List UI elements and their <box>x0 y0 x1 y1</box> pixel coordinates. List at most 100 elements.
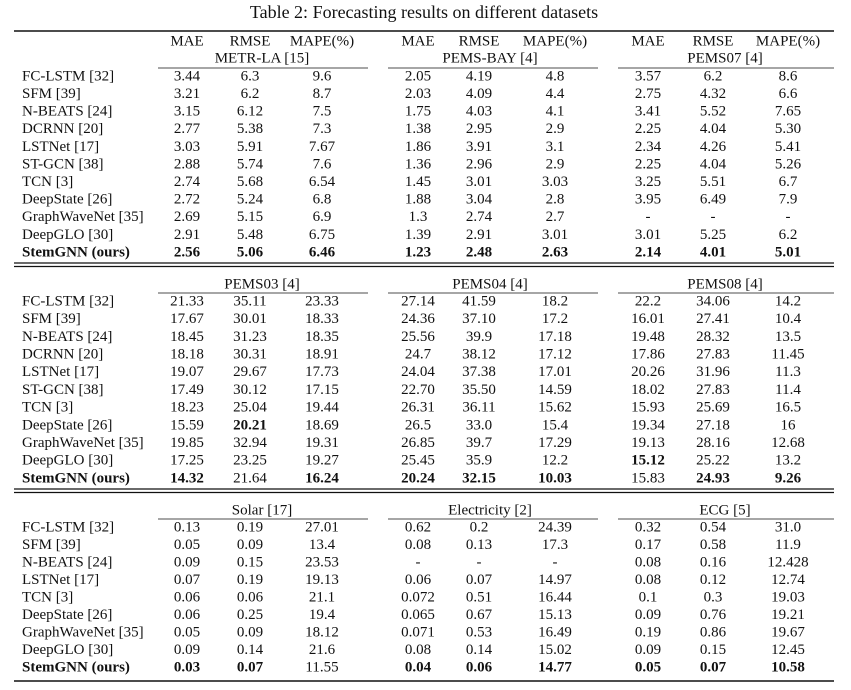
result-cell: 33.0 <box>466 417 492 433</box>
result-cell: 0.62 <box>405 519 431 535</box>
result-cell: 31.23 <box>233 329 267 345</box>
result-cell: 18.12 <box>305 624 339 640</box>
dataset-header: Solar [17] <box>232 502 292 518</box>
result-cell: 11.55 <box>305 659 338 675</box>
result-cell: 15.93 <box>631 400 665 416</box>
result-cell: 6.75 <box>309 227 335 243</box>
result-cell: 17.86 <box>631 347 665 363</box>
result-cell: 14.77 <box>538 659 572 675</box>
result-cell: 1.86 <box>405 139 432 155</box>
result-cell: 2.9 <box>546 156 565 172</box>
result-cell: 14.59 <box>538 382 572 398</box>
result-cell: 0.05 <box>174 537 200 553</box>
result-cell: 24.36 <box>401 311 435 327</box>
result-cell: 7.9 <box>779 192 798 208</box>
result-cell: 23.53 <box>305 554 339 570</box>
result-cell: 0.53 <box>466 624 492 640</box>
result-cell: 25.69 <box>696 400 730 416</box>
result-cell: 3.44 <box>174 68 201 84</box>
result-cell: 37.38 <box>462 364 496 380</box>
result-cell: 18.35 <box>305 329 339 345</box>
result-cell: 0.13 <box>174 519 200 535</box>
result-cell: 18.02 <box>631 382 665 398</box>
result-cell: 0.14 <box>466 642 493 658</box>
result-cell: 4.26 <box>700 139 727 155</box>
result-cell: 25.56 <box>401 329 435 345</box>
model-name: SFM [39] <box>22 537 81 553</box>
result-cell: 13.2 <box>775 453 801 469</box>
result-cell: 0.07 <box>237 659 264 675</box>
result-cell: 0.16 <box>700 554 727 570</box>
result-cell: 19.07 <box>170 364 204 380</box>
model-name: DeepState [26] <box>22 192 112 208</box>
result-cell: 5.38 <box>237 121 263 137</box>
result-cell: 19.34 <box>631 417 665 433</box>
result-cell: 0.51 <box>466 589 492 605</box>
result-cell: 4.09 <box>466 86 492 102</box>
result-cell: 12.428 <box>767 554 808 570</box>
result-cell: 32.15 <box>462 470 496 486</box>
result-cell: 16.01 <box>631 311 665 327</box>
result-cell: 2.75 <box>635 86 661 102</box>
result-cell: 27.83 <box>696 347 730 363</box>
result-cell: 16.5 <box>775 400 801 416</box>
model-name: LSTNet [17] <box>22 572 99 588</box>
result-cell: 19.13 <box>631 435 665 451</box>
result-cell: 5.30 <box>775 121 801 137</box>
result-cell: 2.7 <box>546 209 565 225</box>
result-cell: 0.06 <box>405 572 432 588</box>
result-cell: 35.50 <box>462 382 496 398</box>
result-cell: 0.17 <box>635 537 662 553</box>
result-cell: 17.12 <box>538 347 572 363</box>
metric-header: MAPE(%) <box>290 33 354 49</box>
dataset-header: PEMS04 [4] <box>452 276 527 292</box>
result-cell: 32.94 <box>233 435 267 451</box>
result-cell: 18.2 <box>542 293 568 309</box>
result-cell: 27.83 <box>696 382 730 398</box>
result-cell: - <box>646 209 651 225</box>
result-cell: 20.26 <box>631 364 665 380</box>
result-cell: 3.15 <box>174 104 200 120</box>
result-cell: 0.08 <box>405 537 431 553</box>
model-name: GraphWaveNet [35] <box>22 624 144 640</box>
result-cell: 6.54 <box>309 174 336 190</box>
result-cell: 4.03 <box>466 104 492 120</box>
metric-header: RMSE <box>230 33 271 49</box>
result-cell: 0.14 <box>237 642 264 658</box>
result-cell: 9.26 <box>775 470 802 486</box>
result-cell: 11.9 <box>775 537 801 553</box>
result-cell: 30.01 <box>233 311 267 327</box>
result-cell: 35.11 <box>233 293 266 309</box>
result-cell: 19.13 <box>305 572 339 588</box>
result-cell: 12.68 <box>771 435 805 451</box>
result-cell: 4.1 <box>546 104 565 120</box>
result-cell: 6.8 <box>313 192 332 208</box>
model-name: ST-GCN [38] <box>22 156 104 172</box>
result-cell: 5.25 <box>700 227 726 243</box>
result-cell: 27.14 <box>401 293 435 309</box>
result-cell: 2.8 <box>546 192 565 208</box>
result-cell: 16.24 <box>305 470 339 486</box>
model-name: FC-LSTM [32] <box>22 293 114 309</box>
model-name: DeepGLO [30] <box>22 227 113 243</box>
dataset-header: PEMS08 [4] <box>687 276 762 292</box>
result-cell: 18.23 <box>170 400 204 416</box>
metric-header: MAPE(%) <box>523 33 587 49</box>
result-cell: 27.01 <box>305 519 339 535</box>
result-cell: 2.95 <box>466 121 492 137</box>
result-cell: 0.15 <box>700 642 726 658</box>
result-cell: 1.3 <box>409 209 428 225</box>
result-cell: 2.63 <box>542 244 568 260</box>
result-cell: 19.44 <box>305 400 339 416</box>
result-cell: 2.91 <box>174 227 200 243</box>
result-cell: 17.18 <box>538 329 572 345</box>
result-cell: 15.59 <box>170 417 204 433</box>
model-name: SFM [39] <box>22 311 81 327</box>
result-cell: 3.57 <box>635 68 662 84</box>
result-cell: - <box>553 554 558 570</box>
result-cell: 23.25 <box>233 453 267 469</box>
result-cell: 0.04 <box>405 659 432 675</box>
result-cell: 5.06 <box>237 244 264 260</box>
result-cell: 15.12 <box>631 453 665 469</box>
